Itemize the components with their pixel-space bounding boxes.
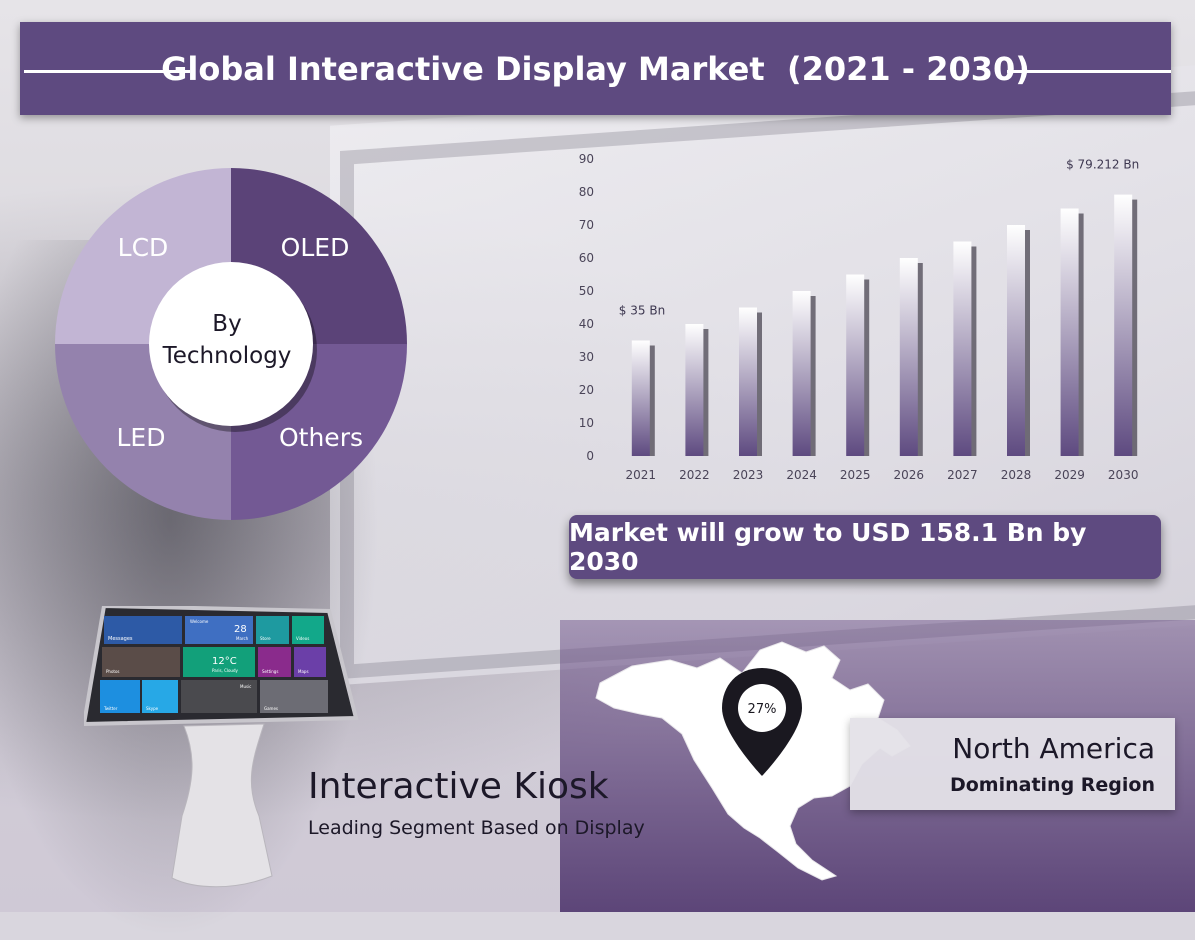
- kiosk-tile-maps: [294, 647, 326, 677]
- donut-label-lcd: LCD: [118, 233, 169, 262]
- kiosk-tile-maps-label: Maps: [298, 669, 309, 674]
- donut-center-label-line1: By: [212, 311, 241, 337]
- x-tick-label-2025: 2025: [840, 468, 871, 482]
- kiosk-tile-settings: [258, 647, 291, 677]
- kiosk-tile-music: [181, 680, 257, 713]
- kiosk-tile-month: March: [236, 636, 249, 641]
- page-title: Global Interactive Display Market (2021 …: [161, 50, 1030, 88]
- x-tick-label-2028: 2028: [1001, 468, 1032, 482]
- region-title: North America: [952, 732, 1155, 765]
- kiosk-tile-date: 28: [234, 624, 247, 635]
- y-tick-label-30: 30: [579, 350, 594, 364]
- y-tick-label-80: 80: [579, 185, 594, 199]
- y-tick-label-40: 40: [579, 317, 594, 331]
- kiosk-tile-games: [260, 680, 328, 713]
- kiosk-tile-settings-label: Settings: [262, 669, 278, 674]
- north-america-map: 27%: [595, 641, 911, 881]
- location-pin-center: [738, 684, 786, 732]
- kiosk-stand: [171, 723, 273, 888]
- y-tick-label-90: 90: [579, 152, 594, 166]
- y-tick-label-10: 10: [579, 416, 594, 430]
- bar-2021: [631, 340, 650, 456]
- value-label-2030: $ 79.212 Bn: [1066, 158, 1139, 172]
- technology-donut: LCD OLED LED Others By Technology: [55, 168, 407, 520]
- kiosk-tile-weather-desc: Paris, Cloudy: [212, 668, 238, 673]
- donut-label-led: LED: [117, 423, 166, 452]
- kiosk-tile-twitter: [100, 680, 140, 713]
- x-tick-label-2030: 2030: [1108, 468, 1139, 482]
- x-tick-label-2023: 2023: [733, 468, 764, 482]
- kiosk-tile-photos-label: Photos: [106, 669, 120, 674]
- kiosk-tile-messages: [104, 616, 182, 644]
- kiosk-tile-videos-label: Videos: [296, 636, 309, 641]
- y-tick-label-20: 20: [579, 383, 594, 397]
- bar-2027: [953, 241, 972, 456]
- bar-2023: [739, 307, 757, 456]
- kiosk-tile-messages-label: Messages: [108, 636, 133, 642]
- region-subtitle: Dominating Region: [949, 774, 1155, 796]
- kiosk-subtitle: Leading Segment Based on Display: [308, 817, 645, 839]
- kiosk-tile-games-label: Games: [264, 706, 278, 711]
- x-tick-label-2024: 2024: [786, 468, 817, 482]
- x-tick-label-2029: 2029: [1054, 468, 1085, 482]
- kiosk-tile-twitter-label: Twitter: [103, 706, 118, 711]
- header-banner: Global Interactive Display Market (2021 …: [20, 22, 1171, 115]
- kiosk-tiles: Messages Welcome 28 March Store Videos P…: [100, 616, 328, 713]
- kiosk-tile-temp: 12°C: [212, 656, 237, 667]
- kiosk-tile-calendar: [185, 616, 253, 644]
- header-line-right: [1007, 70, 1171, 73]
- donut-label-oled: OLED: [281, 233, 350, 262]
- bar-2022: [685, 324, 704, 456]
- bar-2025: [846, 274, 865, 456]
- kiosk-tile-videos: [292, 616, 324, 644]
- bar-2026: [899, 258, 918, 456]
- kiosk-tile-store-label: Store: [260, 636, 271, 641]
- value-label-2021: $ 35 Bn: [619, 304, 665, 318]
- donut-center: [149, 262, 313, 426]
- y-tick-label-50: 50: [579, 284, 594, 298]
- y-tick-label-0: 0: [586, 449, 594, 463]
- x-tick-label-2026: 2026: [894, 468, 925, 482]
- growth-banner-text: Market will grow to USD 158.1 Bn by 2030: [569, 518, 1087, 576]
- kiosk-tile-weather: [183, 647, 255, 677]
- donut-center-label-line2: Technology: [162, 343, 292, 369]
- kiosk-tile-photos: [102, 647, 180, 677]
- bar-2030: [1114, 194, 1133, 456]
- kiosk-tile-skype-label: Skype: [146, 706, 159, 711]
- bar-2024: [792, 291, 811, 456]
- y-tick-label-70: 70: [579, 218, 594, 232]
- region-box: North America Dominating Region: [850, 718, 1175, 810]
- growth-banner: Market will grow to USD 158.1 Bn by 2030: [569, 515, 1161, 579]
- bar-2029: [1060, 208, 1079, 456]
- kiosk-tile-music-label: Music: [240, 684, 251, 689]
- kiosk-tile-store: [256, 616, 289, 644]
- x-tick-label-2022: 2022: [679, 468, 710, 482]
- y-tick-label-60: 60: [579, 251, 594, 265]
- region-share: 27%: [748, 702, 777, 717]
- kiosk-tile-welcome: Welcome: [190, 619, 209, 624]
- kiosk-illustration: Messages Welcome 28 March Store Videos P…: [84, 606, 359, 888]
- kiosk-title: Interactive Kiosk: [308, 766, 609, 807]
- header-line-left: [24, 70, 190, 73]
- x-tick-label-2021: 2021: [626, 468, 657, 482]
- bar-2028: [1007, 225, 1025, 456]
- x-tick-label-2027: 2027: [947, 468, 978, 482]
- kiosk-tile-skype: [142, 680, 178, 713]
- donut-label-others: Others: [279, 423, 363, 452]
